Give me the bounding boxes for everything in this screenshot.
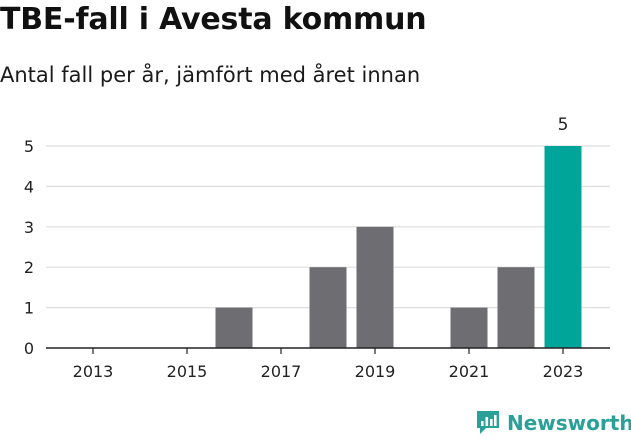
x-tick-label: 2023 — [543, 362, 584, 381]
bar-2019 — [356, 226, 394, 348]
x-tick-label: 2021 — [449, 362, 490, 381]
y-tick-label: 3 — [24, 218, 34, 237]
y-tick-label: 4 — [24, 177, 34, 196]
chart-title: TBE-fall i Avesta kommun — [0, 2, 427, 37]
y-tick-label: 2 — [24, 258, 34, 277]
bar-2022 — [497, 267, 535, 348]
x-axis-ticks: 2013 2015 2017 2019 2021 2023 — [73, 348, 584, 381]
x-tick-label: 2015 — [167, 362, 208, 381]
bars — [215, 146, 582, 348]
y-tick-label: 1 — [24, 299, 34, 318]
bar-2023 — [544, 146, 582, 348]
x-tick-label: 2013 — [73, 362, 114, 381]
bar-chart: 0 1 2 3 4 5 2013 2015 2017 2019 2021 2023 5 — [24, 115, 610, 381]
x-tick-label: 2019 — [355, 362, 396, 381]
y-tick-label: 0 — [24, 339, 34, 358]
brand: Newsworthy — [475, 407, 631, 439]
data-label: 5 — [558, 115, 569, 135]
y-tick-label: 5 — [24, 137, 34, 156]
newsworthy-logo-icon — [477, 411, 499, 434]
data-labels: 5 — [558, 115, 569, 135]
bar-2018 — [309, 267, 347, 348]
x-tick-label: 2017 — [261, 362, 302, 381]
bar-2016 — [215, 307, 253, 348]
bar-2021 — [450, 307, 488, 348]
brand-name: Newsworthy — [507, 411, 631, 435]
y-axis-ticks: 0 1 2 3 4 5 — [24, 137, 34, 358]
chart-subtitle: Antal fall per år, jämfört med året inna… — [0, 63, 421, 87]
